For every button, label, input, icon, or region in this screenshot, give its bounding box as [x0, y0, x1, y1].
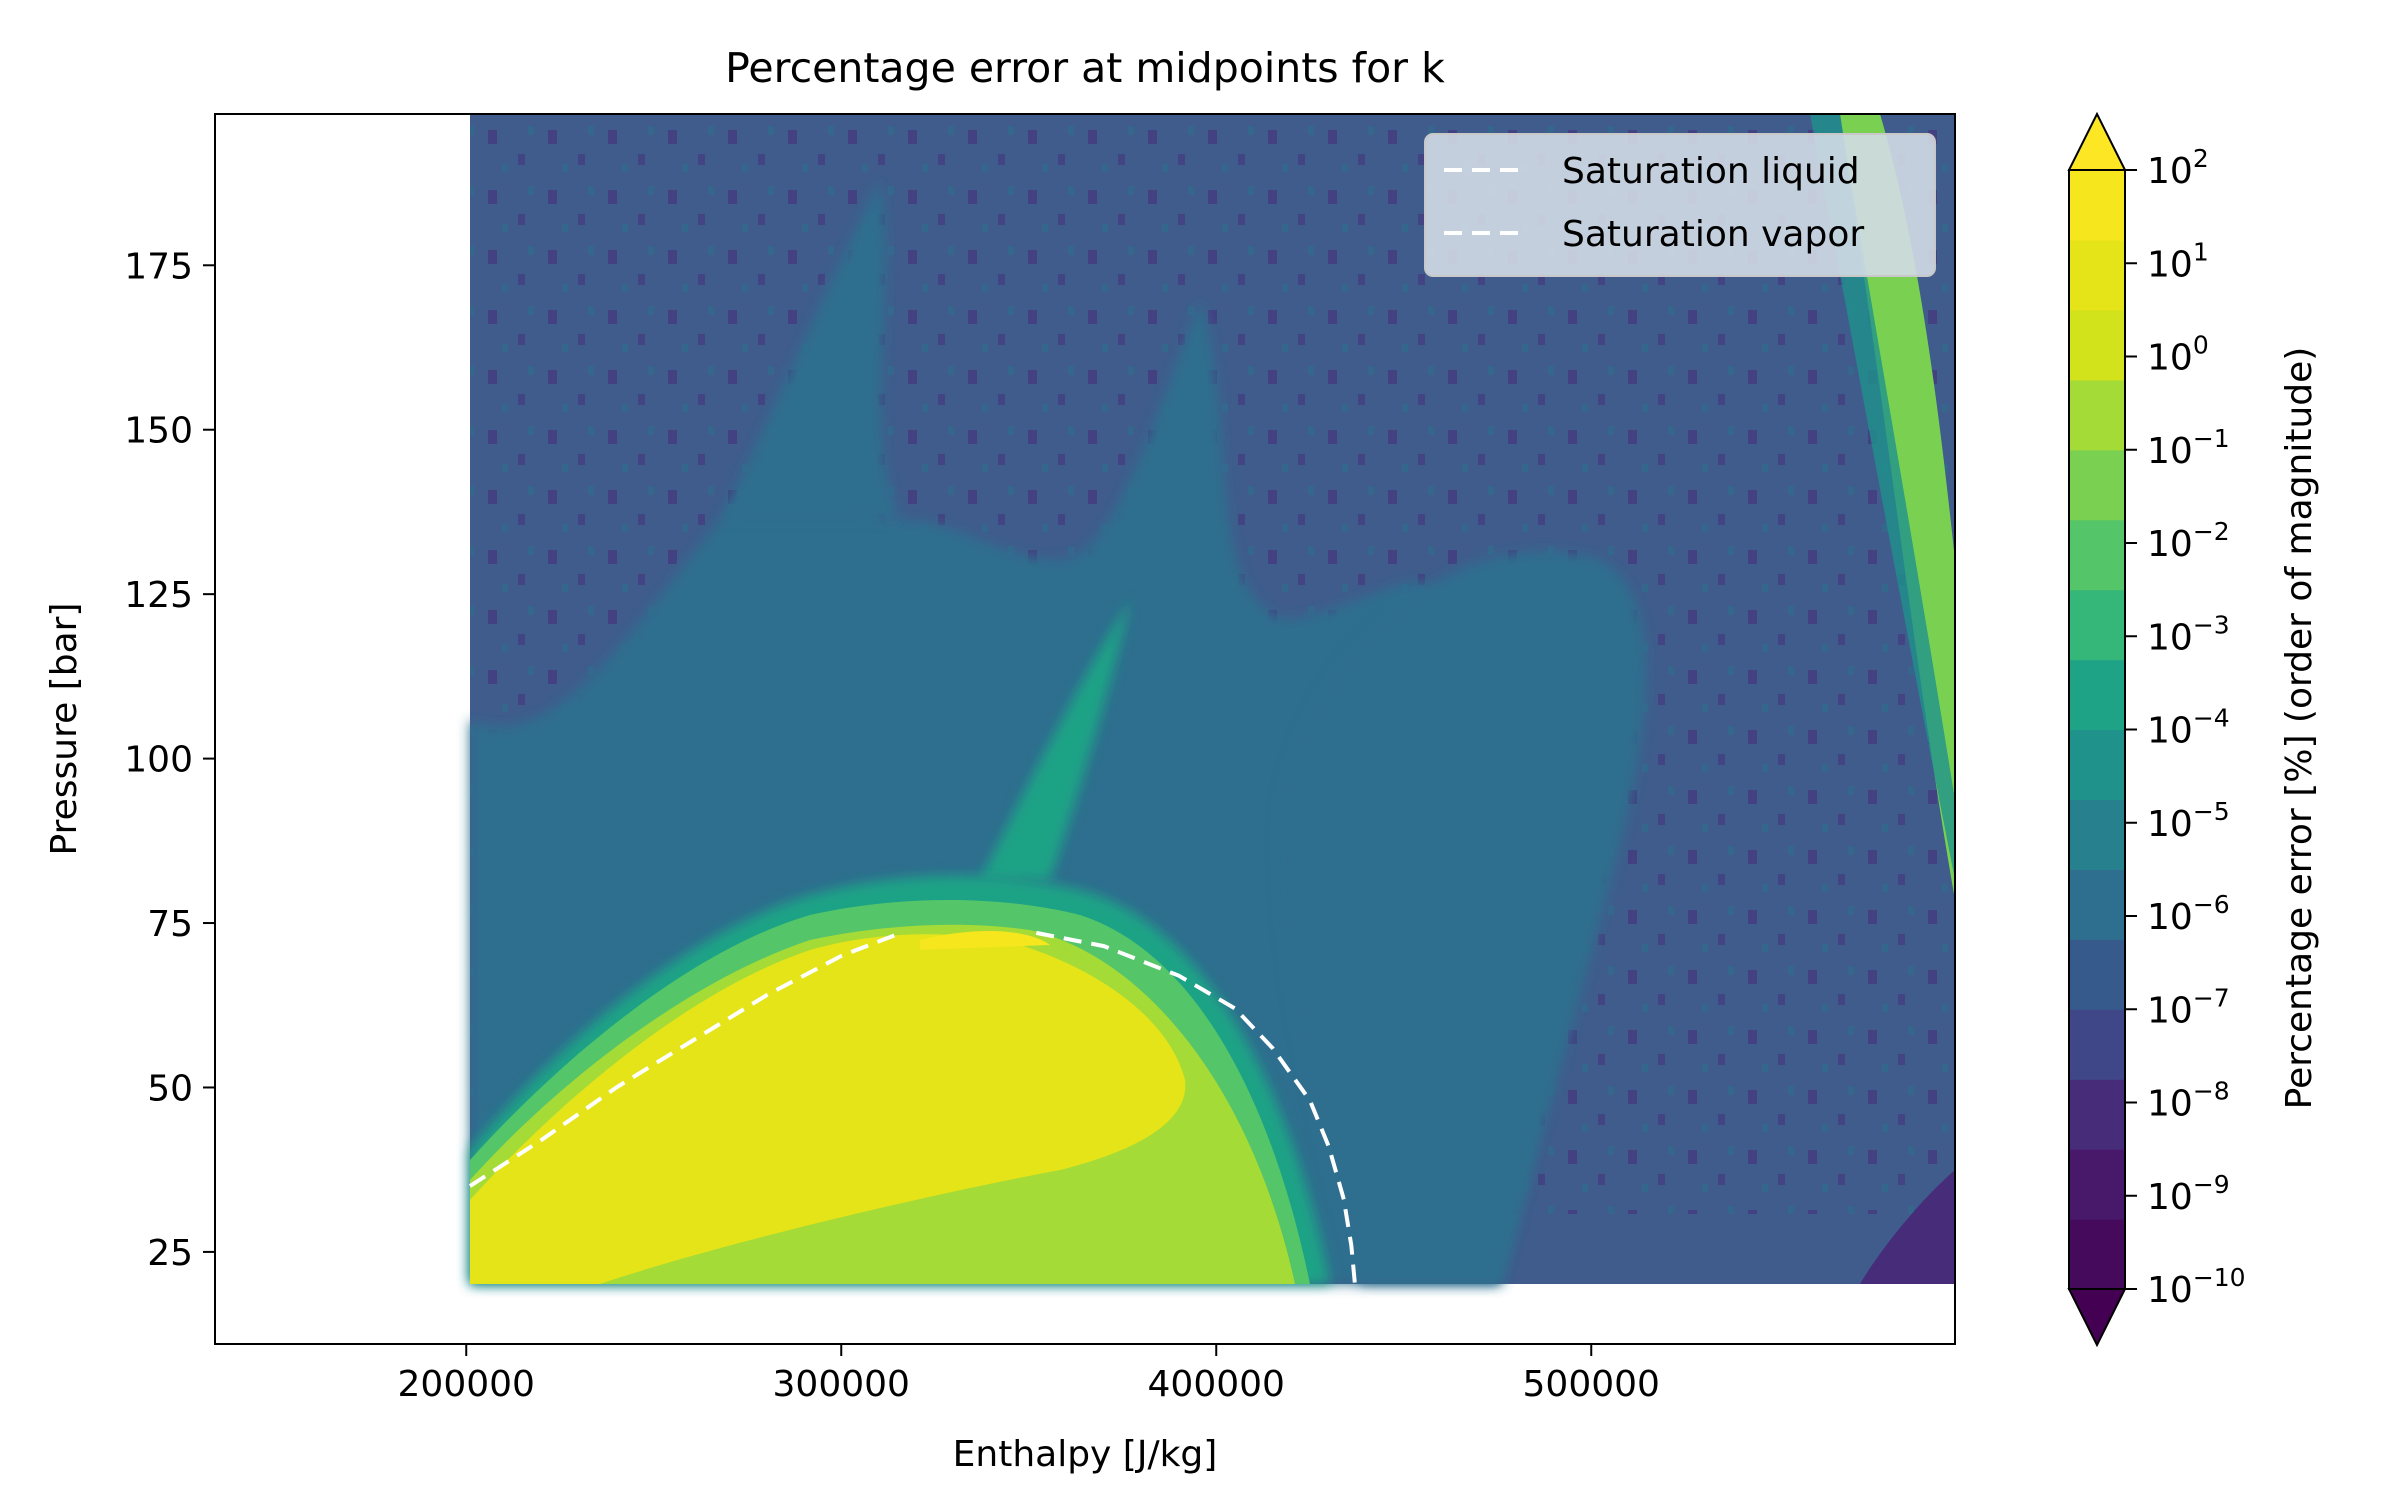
contour-fill — [470, 114, 1955, 1284]
legend: Saturation liquid Saturation vapor — [1424, 133, 1936, 277]
y-tick-label: 175 — [124, 246, 193, 287]
contour-top-strip-region — [920, 930, 1050, 950]
contour-teal-ridge-region — [720, 180, 900, 520]
colorbar-tick-label: 10−1 — [2147, 424, 2230, 472]
contour-peak-region — [470, 934, 1186, 1284]
legend-label-liquid: Saturation liquid — [1562, 151, 1860, 192]
colorbar-extend-max — [2067, 111, 2127, 171]
colorbar-tick-label: 101 — [2147, 237, 2209, 285]
saturation-vapor-line — [1035, 930, 1357, 1285]
contour-right-edge-outer — [1810, 114, 1955, 880]
colorbar-tick-label: 10−6 — [2147, 890, 2230, 938]
colorbar: 10−10 10−9 10−8 10−7 10−6 10−5 10−4 10−3 10−2 10−… — [2067, 111, 2246, 1348]
plot-area — [468, 114, 1955, 1285]
y-axis: 25 50 75 100 125 150 175 — [124, 246, 215, 1274]
colorbar-tick-label: 10−2 — [2147, 517, 2230, 565]
colorbar-tick-label: 10−9 — [2147, 1170, 2230, 1218]
colorbar-band — [2069, 799, 2125, 870]
legend-label-vapor: Saturation vapor — [1562, 214, 1864, 255]
y-axis-label: Pressure [bar] — [44, 603, 85, 856]
colorbar-tick-label: 10−10 — [2147, 1263, 2246, 1311]
colorbar-tick-label: 102 — [2147, 144, 2209, 192]
contour-dark-corner-region — [1860, 1170, 1955, 1284]
legend-box — [1424, 133, 1936, 277]
colorbar-band — [2069, 1149, 2125, 1220]
colorbar-band — [2069, 1009, 2125, 1080]
colorbar-band — [2069, 729, 2125, 801]
x-tick-label: 400000 — [1148, 1364, 1285, 1405]
x-tick-label: 200000 — [398, 1364, 535, 1405]
colorbar-label: Percentage error [%] (order of magnitude… — [2279, 347, 2320, 1110]
colorbar-band — [2069, 239, 2125, 311]
colorbar-tick-label: 10−5 — [2147, 797, 2230, 845]
colorbar-tick-label: 100 — [2147, 331, 2209, 379]
colorbar-band — [2069, 939, 2125, 1010]
colorbar-tick-label: 10−7 — [2147, 983, 2230, 1031]
x-axis: 200000 300000 400000 500000 — [398, 1344, 1660, 1405]
colorbar-band — [2069, 589, 2125, 661]
chart-title: Percentage error at midpoints for k — [725, 44, 1445, 92]
y-tick-label: 25 — [147, 1233, 193, 1274]
plot-frame — [214, 113, 1956, 1345]
colorbar-band — [2069, 379, 2125, 451]
colorbar-band — [2069, 1219, 2125, 1290]
colorbar-band — [2069, 309, 2125, 381]
colorbar-band — [2069, 170, 2125, 241]
colorbar-band — [2069, 869, 2125, 940]
colorbar-tick-label: 10−3 — [2147, 610, 2230, 658]
colorbar-band — [2069, 449, 2125, 521]
colorbar-tick-label: 10−8 — [2147, 1077, 2230, 1125]
y-tick-label: 150 — [124, 411, 193, 452]
colorbar-band — [2069, 659, 2125, 731]
contour-right-lobe-region — [1278, 551, 1647, 1284]
x-axis-label: Enthalpy [J/kg] — [953, 1434, 1218, 1475]
contour-green-ridge-region — [980, 600, 1130, 880]
colorbar-tick-label: 10−4 — [2147, 704, 2230, 752]
x-tick-label: 300000 — [773, 1364, 910, 1405]
y-tick-label: 75 — [147, 904, 193, 945]
saturation-liquid-line — [468, 932, 899, 1188]
colorbar-extend-min — [2067, 1288, 2127, 1348]
y-tick-label: 50 — [147, 1068, 193, 1109]
colorbar-band — [2069, 519, 2125, 591]
colorbar-band — [2069, 1079, 2125, 1150]
y-tick-label: 125 — [124, 575, 193, 616]
y-tick-label: 100 — [124, 740, 193, 781]
x-tick-label: 500000 — [1523, 1364, 1660, 1405]
